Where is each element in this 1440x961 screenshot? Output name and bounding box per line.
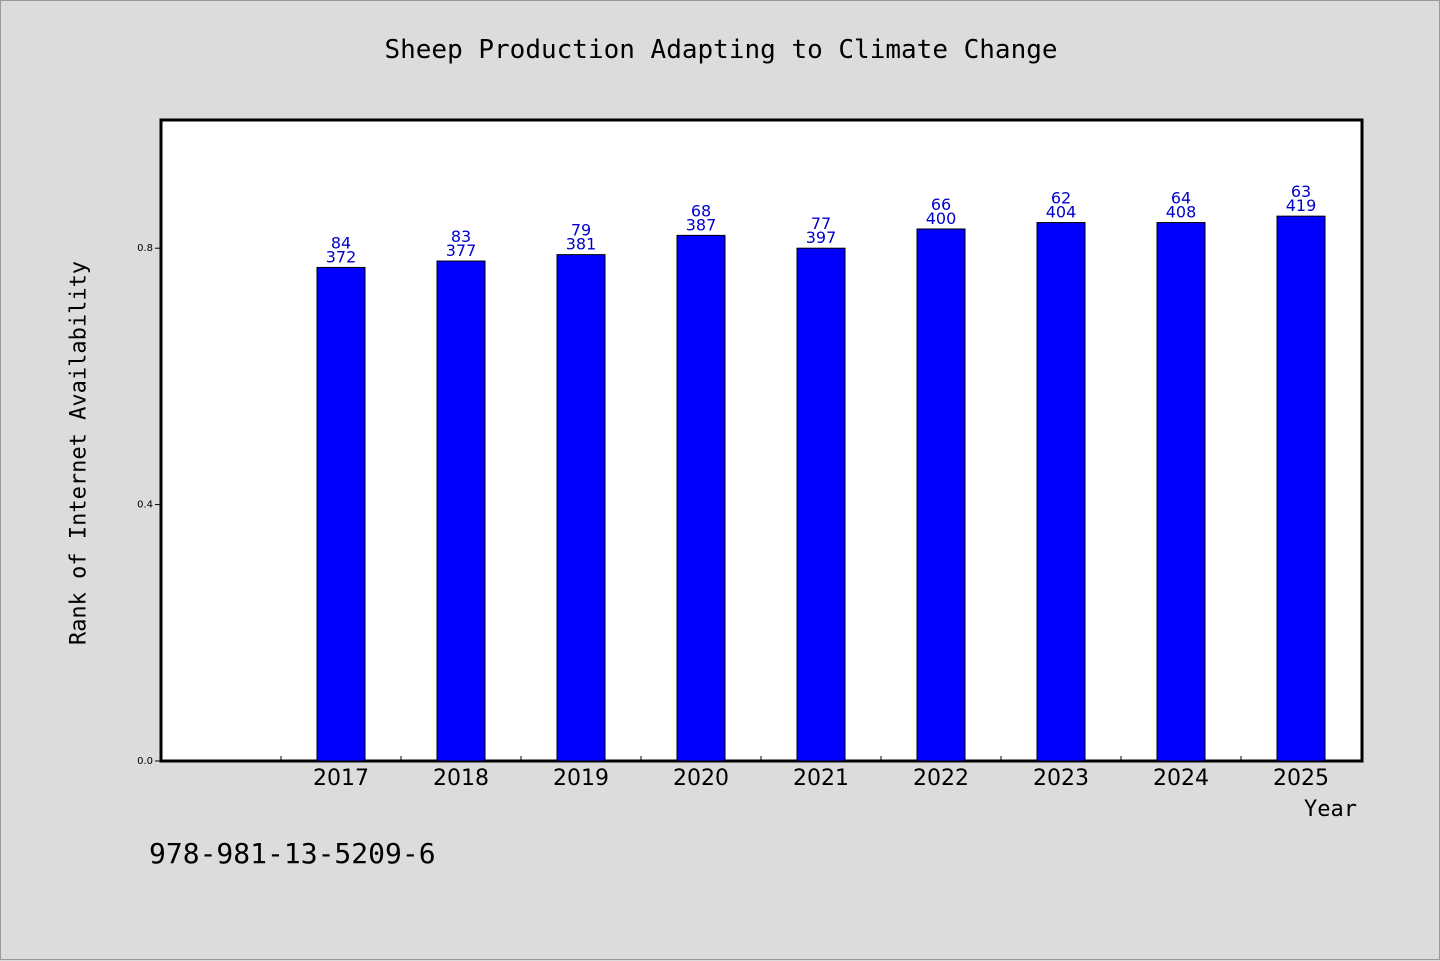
bar bbox=[1276, 215, 1326, 762]
bar-label-top: 68 bbox=[691, 201, 711, 220]
bar-label-bottom: 381 bbox=[566, 235, 597, 254]
bar-label-bottom: 377 bbox=[446, 241, 477, 260]
bar-label-bottom: 400 bbox=[926, 209, 957, 228]
x-tick-label: 2017 bbox=[313, 766, 369, 791]
x-tick-label: 2024 bbox=[1153, 766, 1209, 791]
bar bbox=[1156, 222, 1206, 762]
bar bbox=[436, 260, 486, 762]
x-tick-label: 2023 bbox=[1033, 766, 1089, 791]
bar-label-bottom: 397 bbox=[806, 228, 837, 247]
bar bbox=[676, 234, 726, 762]
bar-label-top: 63 bbox=[1291, 182, 1311, 201]
x-axis-label: Year bbox=[1304, 797, 1357, 822]
bar bbox=[556, 254, 606, 762]
y-tick-label: 0.8 bbox=[137, 243, 153, 254]
bar-label-top: 66 bbox=[931, 195, 951, 214]
x-tick-label: 2019 bbox=[553, 766, 609, 791]
bar-label-top: 62 bbox=[1051, 189, 1071, 208]
bar-label-top: 83 bbox=[451, 227, 471, 246]
y-tick-label: 0.0 bbox=[137, 756, 153, 767]
x-tick-label: 2021 bbox=[793, 766, 849, 791]
bar-label-top: 77 bbox=[811, 214, 831, 233]
bar-label-bottom: 387 bbox=[686, 215, 717, 234]
bar bbox=[796, 247, 846, 762]
bar-label-bottom: 372 bbox=[326, 247, 357, 266]
x-tick-label: 2020 bbox=[673, 766, 729, 791]
bar bbox=[316, 266, 366, 762]
bar-label-top: 84 bbox=[331, 233, 351, 252]
bar-label-bottom: 404 bbox=[1046, 203, 1077, 222]
x-tick-label: 2022 bbox=[913, 766, 969, 791]
bar-label-bottom: 419 bbox=[1286, 196, 1317, 215]
bar bbox=[916, 228, 966, 762]
bar-label-top: 64 bbox=[1171, 189, 1191, 208]
x-tick-label: 2018 bbox=[433, 766, 489, 791]
bar-label-top: 79 bbox=[571, 221, 591, 240]
bar bbox=[1036, 222, 1086, 762]
y-tick-label: 0.4 bbox=[137, 500, 153, 511]
bar-label-bottom: 408 bbox=[1166, 203, 1197, 222]
isbn-footnote: 978-981-13-5209-6 bbox=[149, 837, 436, 870]
x-tick-label: 2025 bbox=[1273, 766, 1329, 791]
chart-title: Sheep Production Adapting to Climate Cha… bbox=[384, 35, 1058, 65]
